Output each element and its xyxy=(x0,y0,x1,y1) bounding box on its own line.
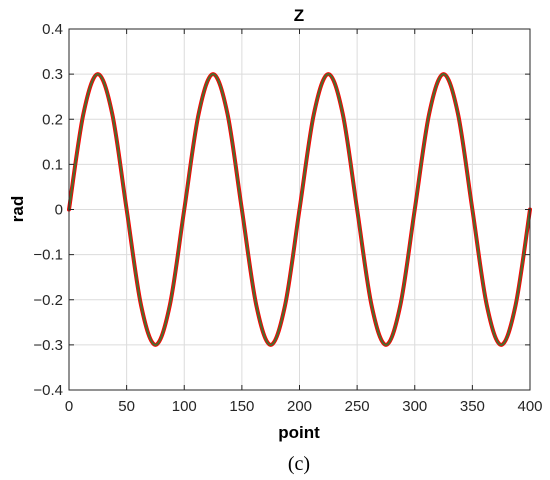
x-tick-label: 350 xyxy=(460,398,485,415)
y-tick-label: −0.2 xyxy=(33,292,63,309)
x-tick-label: 400 xyxy=(517,398,542,415)
x-tick-label: 250 xyxy=(345,398,370,415)
y-tick-label: 0.4 xyxy=(42,21,63,38)
x-tick-label: 150 xyxy=(229,398,254,415)
x-tick-label: 50 xyxy=(118,398,135,415)
x-tick-labels: 0 50 100 150 200 250 300 350 400 xyxy=(65,398,543,415)
tick-marks xyxy=(68,28,531,391)
series-layer xyxy=(67,72,532,347)
chart-title: Z xyxy=(294,6,304,25)
y-axis-label: rad xyxy=(8,196,27,222)
x-tick-label: 300 xyxy=(402,398,427,415)
y-tick-label: −0.4 xyxy=(33,382,63,399)
x-tick-label: 0 xyxy=(65,398,73,415)
y-tick-label: 0.1 xyxy=(42,156,63,173)
y-tick-label: 0.3 xyxy=(42,66,63,83)
y-tick-label: −0.3 xyxy=(33,337,63,354)
y-tick-labels: −0.4 −0.3 −0.2 −0.1 0 0.1 0.2 0.3 0.4 xyxy=(33,21,63,399)
y-tick-label: 0 xyxy=(55,202,63,219)
figure-caption: (c) xyxy=(288,453,310,475)
x-tick-label: 100 xyxy=(172,398,197,415)
x-tick-label: 200 xyxy=(287,398,312,415)
y-tick-label: −0.1 xyxy=(33,247,63,264)
series-line-2 xyxy=(67,73,532,346)
x-axis-label: point xyxy=(278,423,320,442)
y-tick-label: 0.2 xyxy=(42,111,63,128)
